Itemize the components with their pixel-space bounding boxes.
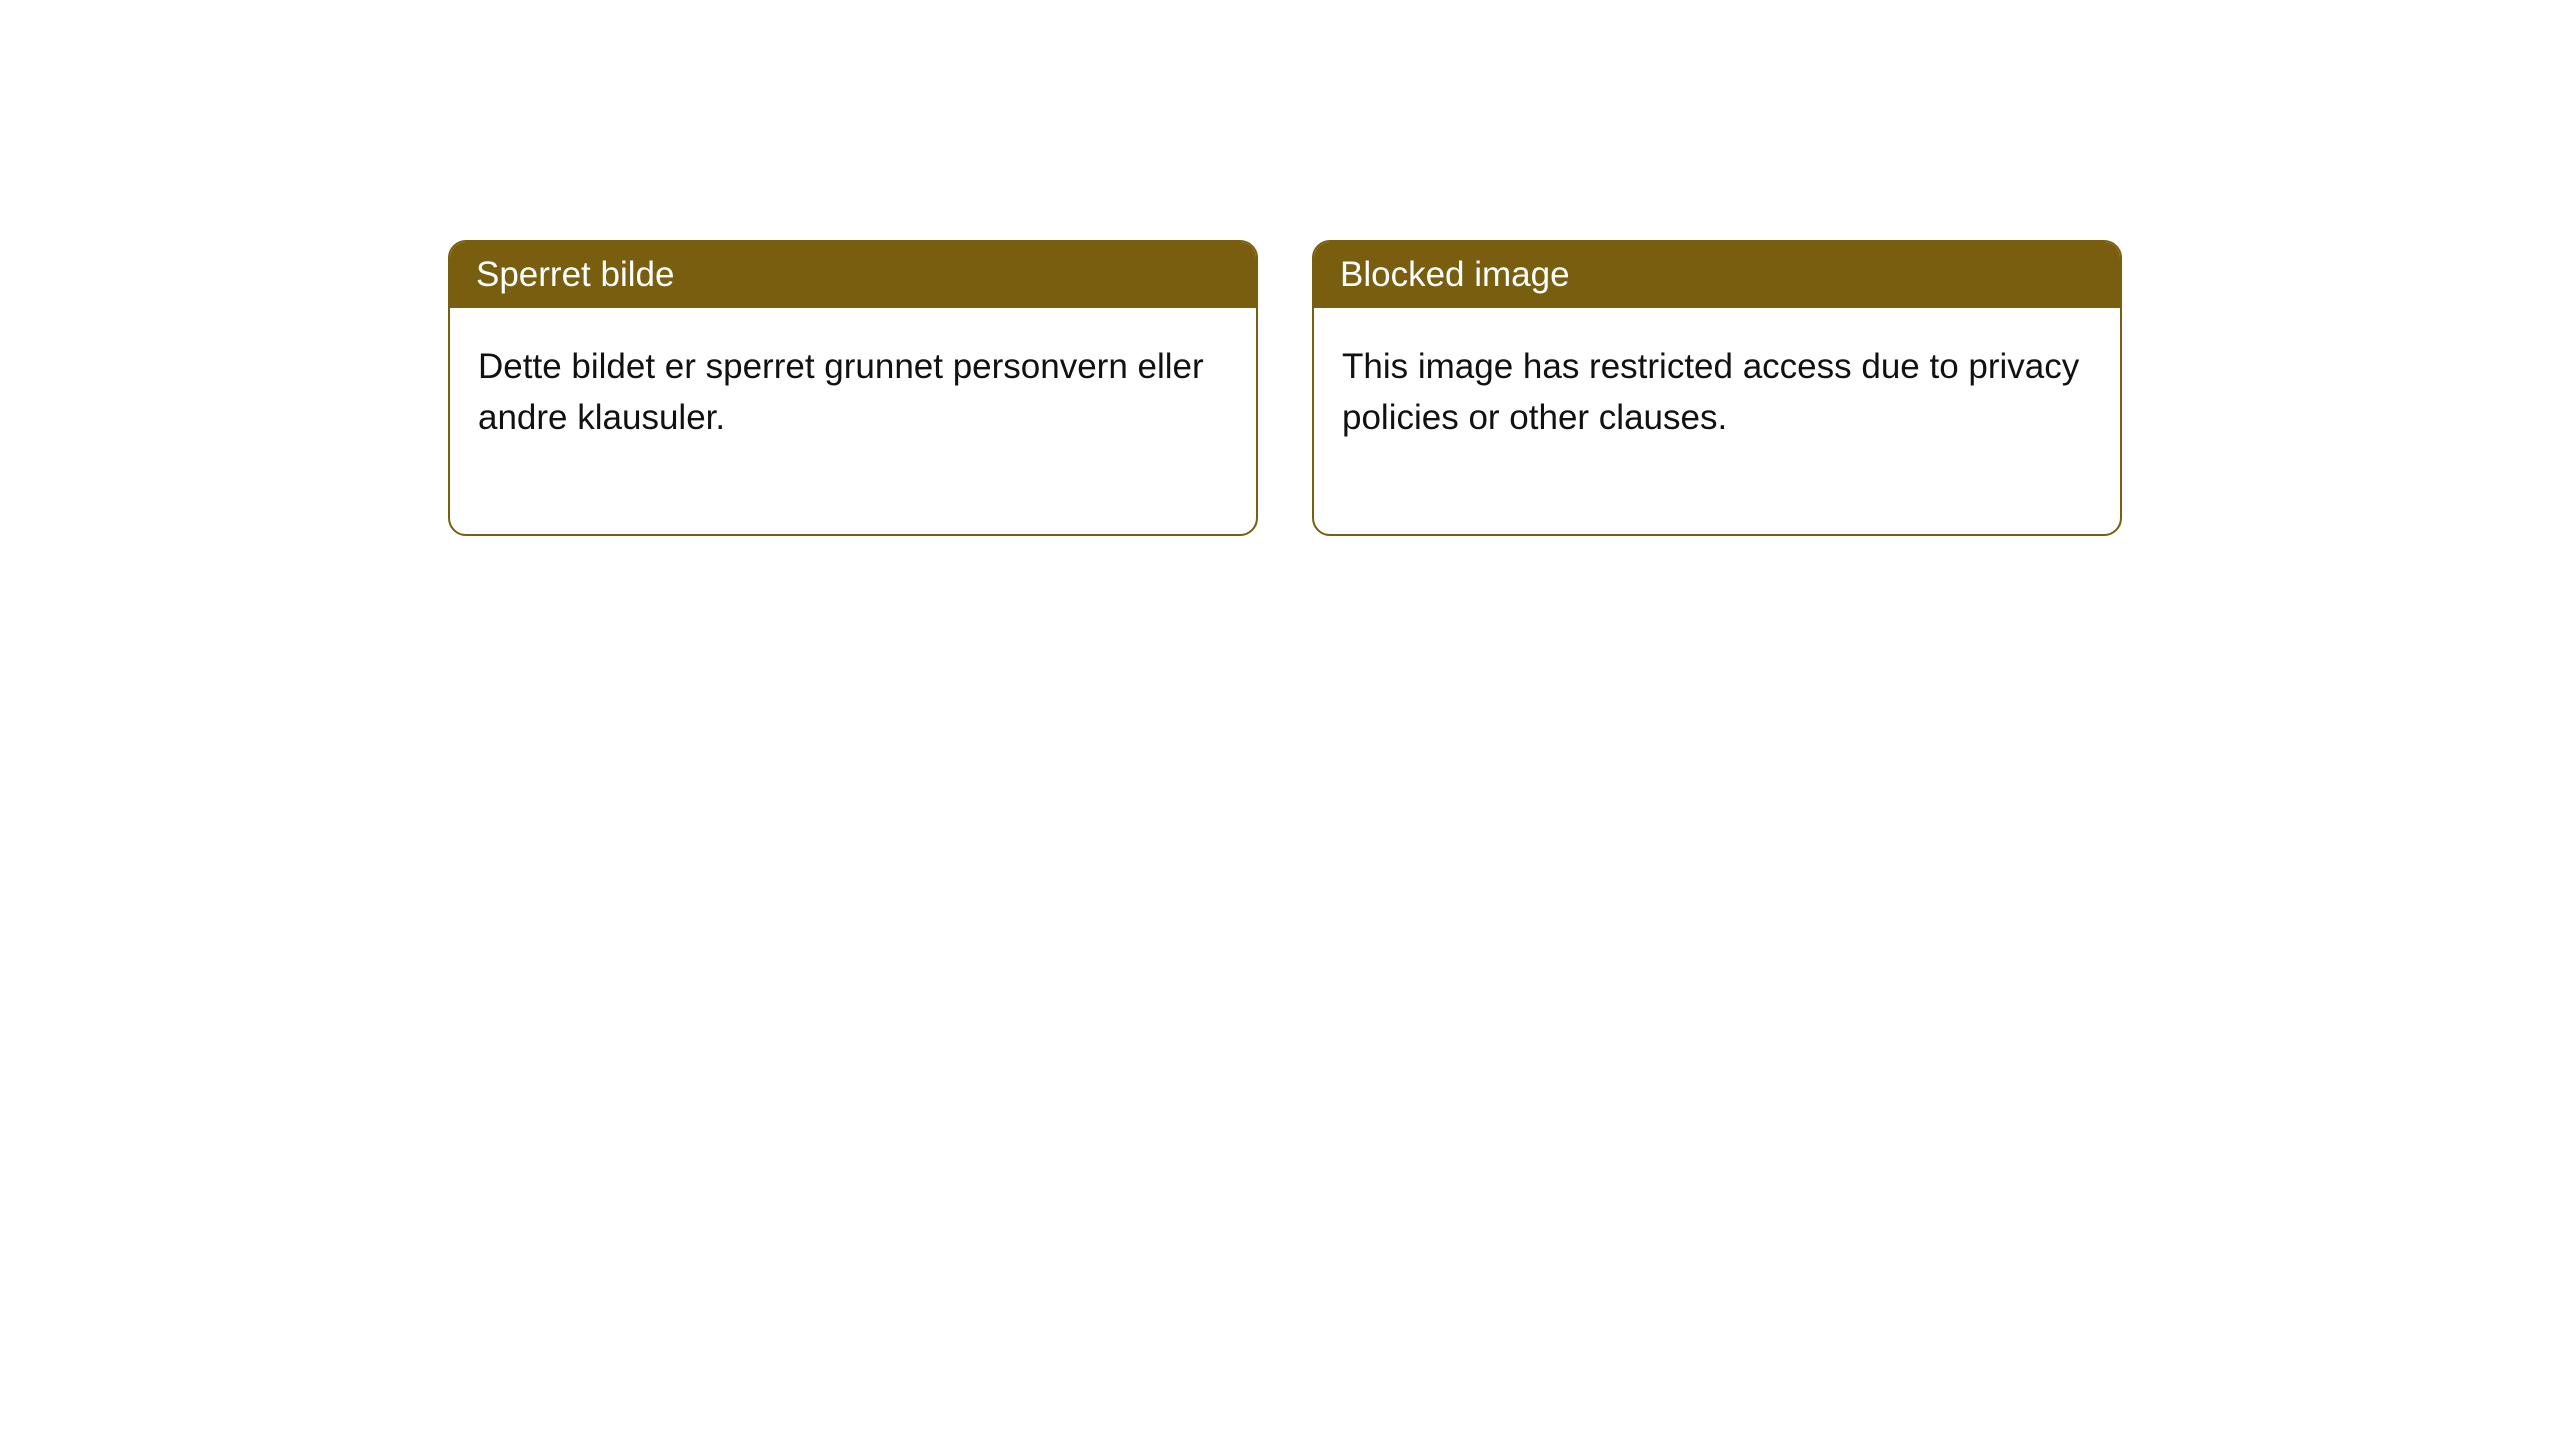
notice-header: Sperret bilde <box>450 242 1256 308</box>
notice-box-english: Blocked image This image has restricted … <box>1312 240 2122 536</box>
notice-body: This image has restricted access due to … <box>1314 308 2120 534</box>
notice-container: Sperret bilde Dette bildet er sperret gr… <box>0 0 2560 536</box>
notice-header: Blocked image <box>1314 242 2120 308</box>
notice-box-norwegian: Sperret bilde Dette bildet er sperret gr… <box>448 240 1258 536</box>
notice-body: Dette bildet er sperret grunnet personve… <box>450 308 1256 534</box>
